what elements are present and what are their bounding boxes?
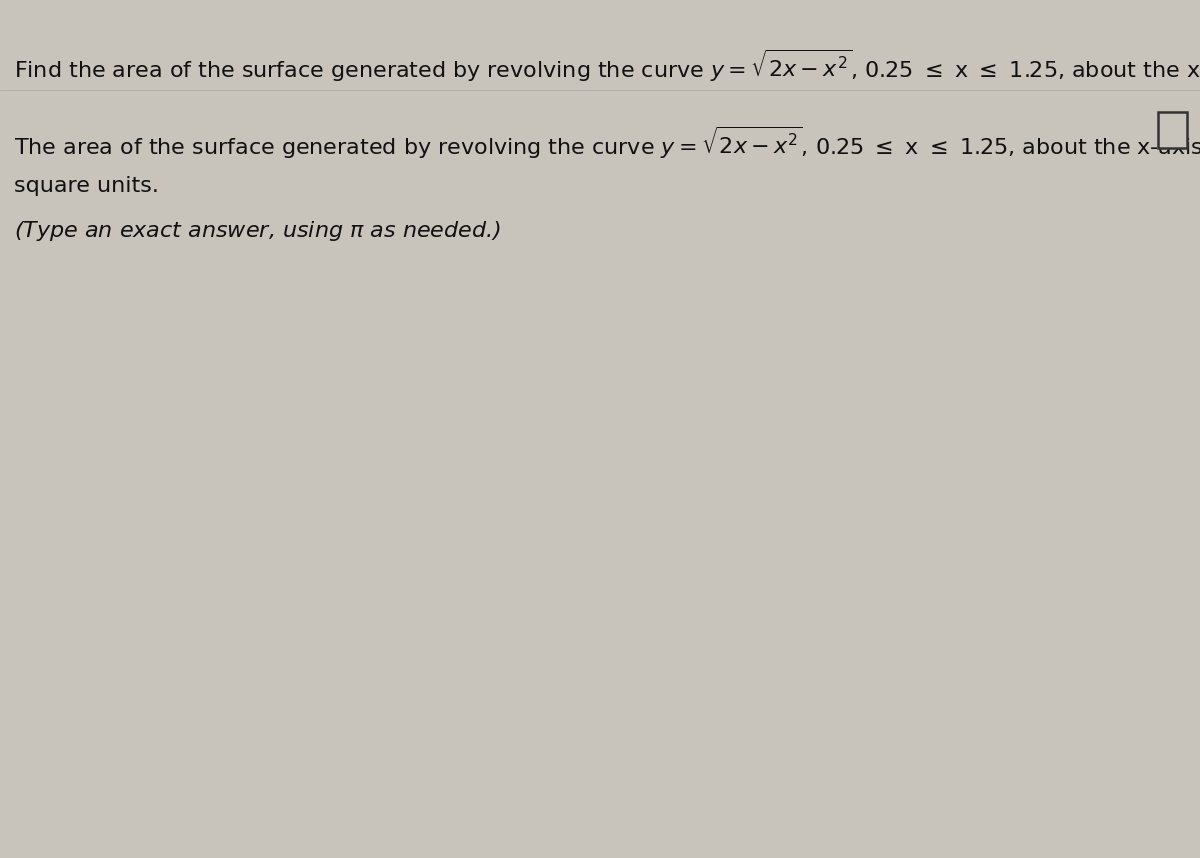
Text: square units.: square units. — [14, 176, 160, 196]
Text: Find the area of the surface generated by revolving the curve $y = \sqrt{2x-x^2}: Find the area of the surface generated b… — [14, 47, 1200, 83]
Text: (Type an exact answer, using $\pi$ as needed.): (Type an exact answer, using $\pi$ as ne… — [14, 219, 502, 243]
Text: The area of the surface generated by revolving the curve $y = \sqrt{2x-x^2}$, 0.: The area of the surface generated by rev… — [14, 124, 1200, 160]
FancyBboxPatch shape — [1158, 112, 1187, 148]
